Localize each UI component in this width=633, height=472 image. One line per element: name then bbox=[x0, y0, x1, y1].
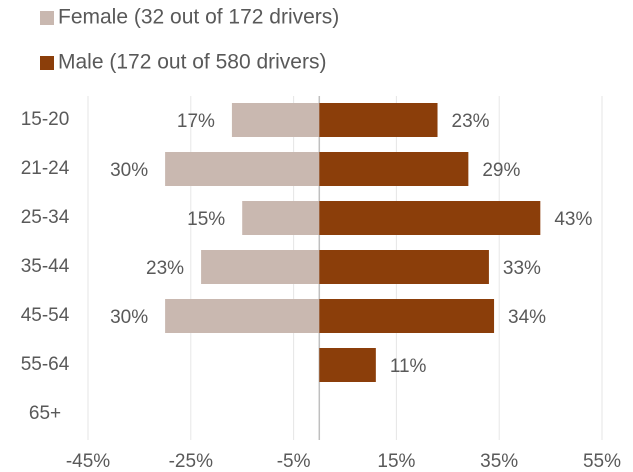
value-label: 17% bbox=[177, 111, 215, 132]
value-label: 15% bbox=[187, 209, 225, 230]
x-tick-label: -45% bbox=[66, 451, 110, 472]
x-tick-label: 55% bbox=[583, 451, 621, 472]
value-label: 29% bbox=[482, 160, 520, 181]
bar bbox=[319, 348, 376, 382]
category-label: 45-54 bbox=[21, 305, 70, 326]
bar bbox=[319, 103, 438, 137]
bar bbox=[231, 103, 320, 137]
value-label: 34% bbox=[508, 307, 546, 328]
x-tick-label: 15% bbox=[377, 451, 415, 472]
bar bbox=[165, 299, 320, 333]
bar bbox=[201, 250, 320, 284]
category-label: 15-20 bbox=[21, 109, 70, 130]
legend-label: Male (172 out of 580 drivers) bbox=[58, 51, 326, 74]
x-tick-label: -25% bbox=[169, 451, 213, 472]
legend-label: Female (32 out of 172 drivers) bbox=[58, 6, 339, 29]
value-label: 33% bbox=[503, 258, 541, 279]
bar bbox=[319, 201, 541, 235]
legend: Female (32 out of 172 drivers) Male (172 … bbox=[40, 6, 339, 74]
bar bbox=[165, 152, 320, 186]
legend-swatch bbox=[40, 11, 54, 25]
category-label: 65+ bbox=[29, 403, 61, 424]
legend-swatch bbox=[40, 56, 54, 70]
bar bbox=[319, 152, 469, 186]
value-label: 43% bbox=[554, 209, 592, 230]
category-label: 35-44 bbox=[21, 256, 70, 277]
value-label: 11% bbox=[390, 356, 427, 377]
category-label: 55-64 bbox=[21, 354, 70, 375]
bar bbox=[242, 201, 320, 235]
bar bbox=[319, 299, 495, 333]
category-label: 25-34 bbox=[21, 207, 70, 228]
value-label: 30% bbox=[110, 307, 148, 328]
value-label: 30% bbox=[110, 160, 148, 181]
x-tick-label: -5% bbox=[277, 451, 311, 472]
x-tick-label: 35% bbox=[480, 451, 518, 472]
bar bbox=[319, 250, 489, 284]
category-label: 21-24 bbox=[21, 158, 70, 179]
value-label: 23% bbox=[452, 111, 490, 132]
value-label: 23% bbox=[146, 258, 184, 279]
